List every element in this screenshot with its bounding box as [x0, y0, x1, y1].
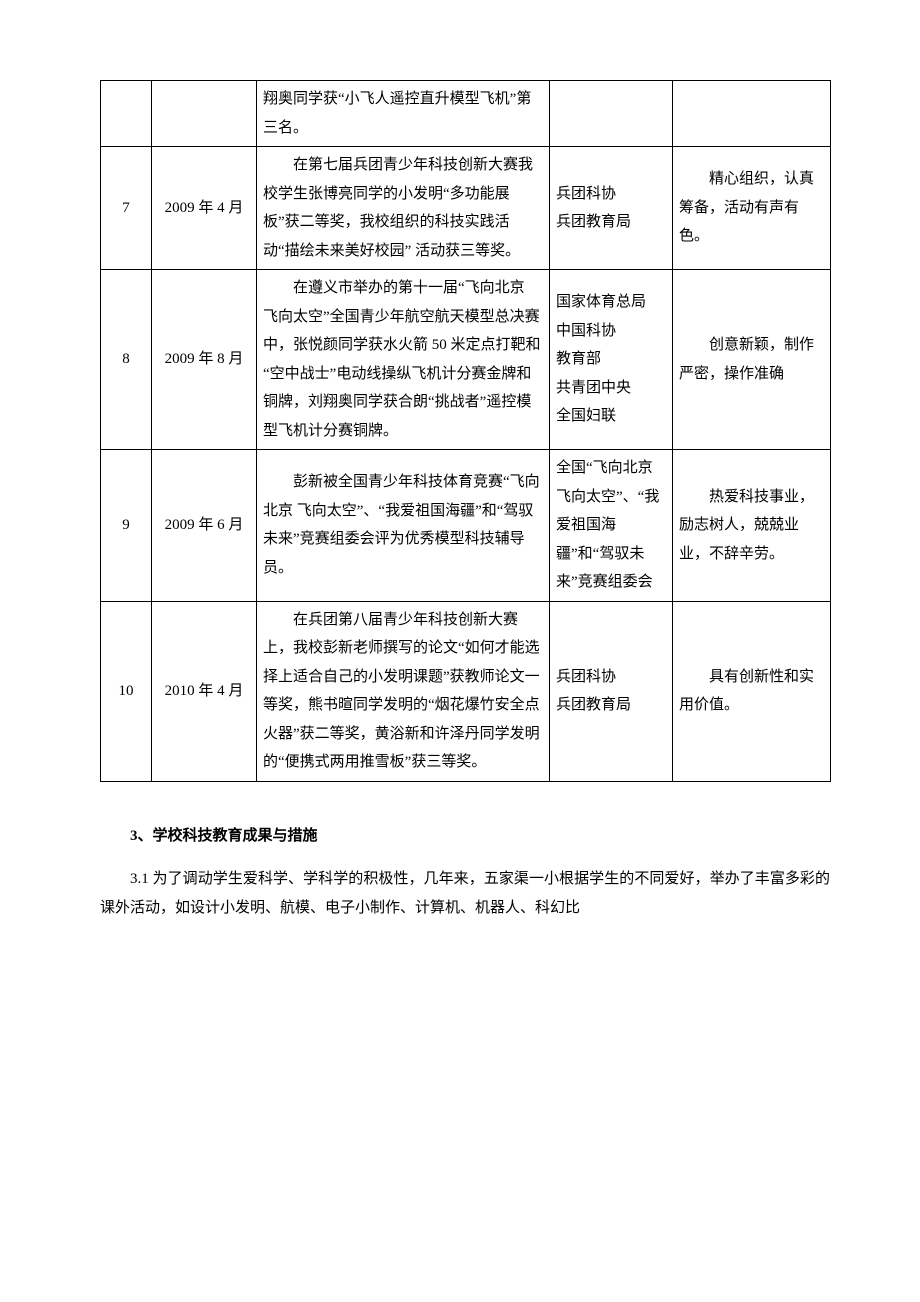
cell-note: 热爱科技事业，励志树人，兢兢业业，不辞辛劳。 [673, 450, 831, 602]
table-row: 7 2009 年 4 月 在第七届兵团青少年科技创新大赛我校学生张博亮同学的小发… [101, 147, 831, 270]
cell-date: 2009 年 4 月 [152, 147, 257, 270]
cell-org: 兵团科协 兵团教育局 [550, 601, 673, 781]
cell-org [550, 81, 673, 147]
cell-note: 创意新颖，制作严密，操作准确 [673, 270, 831, 450]
body-paragraph: 3.1 为了调动学生爱科学、学科学的积极性，几年来，五家渠一小根据学生的不同爱好… [100, 865, 830, 922]
cell-desc: 在兵团第八届青少年科技创新大赛上，我校彭新老师撰写的论文“如何才能选择上适合自己… [257, 601, 550, 781]
cell-note [673, 81, 831, 147]
table-row: 8 2009 年 8 月 在遵义市举办的第十一届“飞向北京 飞向太空”全国青少年… [101, 270, 831, 450]
cell-date: 2009 年 8 月 [152, 270, 257, 450]
cell-num [101, 81, 152, 147]
cell-date [152, 81, 257, 147]
cell-org: 兵团科协 兵团教育局 [550, 147, 673, 270]
cell-num: 7 [101, 147, 152, 270]
cell-num: 10 [101, 601, 152, 781]
cell-desc: 在第七届兵团青少年科技创新大赛我校学生张博亮同学的小发明“多功能展板”获二等奖，… [257, 147, 550, 270]
table-row: 翔奥同学获“小飞人遥控直升模型飞机”第三名。 [101, 81, 831, 147]
achievements-table: 翔奥同学获“小飞人遥控直升模型飞机”第三名。 7 2009 年 4 月 在第七届… [100, 80, 831, 782]
cell-date: 2009 年 6 月 [152, 450, 257, 602]
cell-desc: 在遵义市举办的第十一届“飞向北京 飞向太空”全国青少年航空航天模型总决赛中，张悦… [257, 270, 550, 450]
cell-note: 具有创新性和实用价值。 [673, 601, 831, 781]
cell-note: 精心组织，认真筹备，活动有声有色。 [673, 147, 831, 270]
cell-num: 9 [101, 450, 152, 602]
table-row: 10 2010 年 4 月 在兵团第八届青少年科技创新大赛上，我校彭新老师撰写的… [101, 601, 831, 781]
table-row: 9 2009 年 6 月 彭新被全国青少年科技体育竞赛“飞向北京 飞向太空”、“… [101, 450, 831, 602]
section-heading: 3、学校科技教育成果与措施 [100, 822, 830, 851]
cell-date: 2010 年 4 月 [152, 601, 257, 781]
cell-desc: 翔奥同学获“小飞人遥控直升模型飞机”第三名。 [257, 81, 550, 147]
cell-desc: 彭新被全国青少年科技体育竞赛“飞向北京 飞向太空”、“我爱祖国海疆”和“驾驭未来… [257, 450, 550, 602]
cell-num: 8 [101, 270, 152, 450]
cell-org: 国家体育总局 中国科协 教育部 共青团中央 全国妇联 [550, 270, 673, 450]
cell-org: 全国“飞向北京 飞向太空”、“我爱祖国海疆”和“驾驭未来”竞赛组委会 [550, 450, 673, 602]
